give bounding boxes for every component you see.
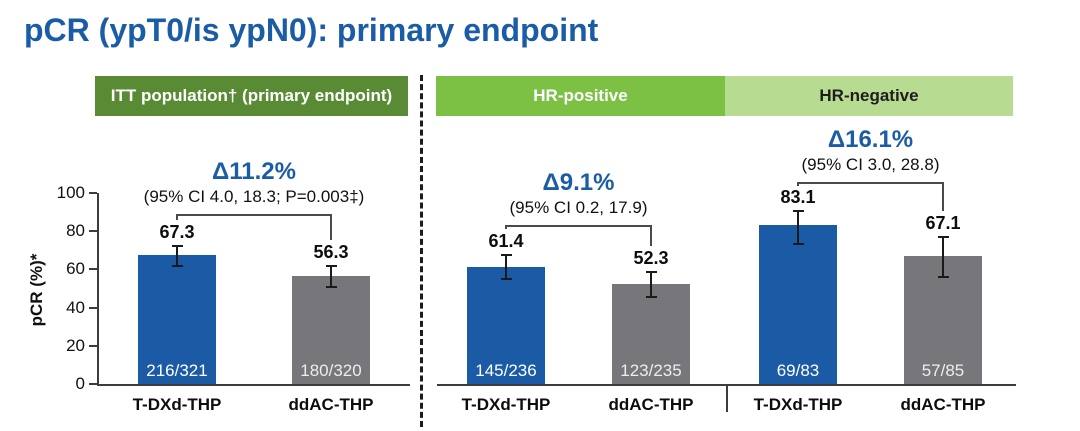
ci-label: (95% CI 0.2, 17.9): [509, 198, 648, 217]
x-axis-line-left-panel: [97, 384, 410, 386]
error-bar-cap-bottom: [937, 276, 949, 279]
error-bar-cap-bottom: [792, 242, 804, 245]
bar-count-label: 69/83: [776, 360, 820, 380]
panel-header-hr-negative: HR-negative: [725, 76, 1013, 116]
comparison-bracket-leg: [330, 214, 332, 240]
bar-ddac-thp: 57/85: [904, 255, 982, 384]
error-bar-cap-bottom: [325, 286, 337, 289]
delta-label: Δ9.1%: [542, 169, 615, 196]
panel-header-hr-negative-label: HR-negative: [819, 86, 919, 105]
bar-count-label: 145/236: [475, 360, 537, 380]
bar-value-label: 61.4: [488, 230, 524, 251]
y-axis-tick: [89, 230, 97, 233]
bar-tdxd-thp: 216/321: [138, 255, 216, 384]
comparison-bracket: [177, 214, 331, 216]
bar-value-label: 56.3: [313, 241, 349, 262]
y-axis-tick-label: 80: [66, 221, 85, 241]
comparison-bracket-leg: [176, 214, 178, 220]
bar-tdxd-thp: 69/83: [759, 225, 837, 384]
error-bar-cap-bottom: [645, 295, 657, 298]
x-axis-arm-label: T-DXd-THP: [461, 395, 551, 414]
x-axis-arm-label: ddAC-THP: [288, 395, 374, 414]
y-axis-tick: [89, 306, 97, 309]
comparison-bracket: [798, 182, 943, 184]
comparison-bracket-leg: [650, 225, 652, 246]
bar-ddac-thp: 180/320: [292, 276, 370, 384]
y-axis-tick-label: 20: [66, 335, 85, 355]
error-bar-cap-bottom: [500, 278, 512, 281]
error-bar: [176, 245, 178, 266]
y-axis-tick-label: 60: [66, 259, 85, 279]
y-axis-tick-label: 40: [66, 297, 85, 317]
error-bar: [797, 211, 799, 244]
error-bar: [650, 271, 652, 297]
delta-label: Δ16.1%: [827, 126, 914, 153]
panel-header-itt-label: ITT population† (primary endpoint): [110, 86, 393, 105]
bar-count-label: 123/235: [620, 360, 682, 380]
error-bar-cap-top: [792, 210, 804, 213]
bar-value-label: 52.3: [633, 247, 669, 268]
error-bar-cap-top: [500, 253, 512, 256]
y-axis-tick: [89, 344, 97, 347]
bar-ddac-thp: 123/235: [612, 284, 690, 384]
hr-group-divider-tick: [726, 384, 728, 412]
x-axis-arm-label: ddAC-THP: [900, 395, 986, 414]
bar-value-label: 67.3: [159, 221, 195, 242]
error-bar: [942, 237, 944, 278]
y-axis-tick-label: 0: [75, 374, 85, 393]
error-bar: [330, 265, 332, 288]
error-bar: [505, 254, 507, 280]
y-axis-tick: [89, 383, 97, 385]
y-axis-tick: [89, 268, 97, 271]
y-axis-tick-label: 100: [56, 183, 85, 202]
panel-header-hr-positive: HR-positive: [436, 76, 725, 116]
ci-label: (95% CI 4.0, 18.3; P=0.003‡): [143, 187, 365, 206]
error-bar-cap-top: [171, 244, 183, 247]
y-axis-line: [97, 193, 99, 385]
comparison-bracket-leg: [505, 225, 507, 229]
panel-header-hr-positive-label: HR-positive: [533, 86, 628, 105]
bar-count-label: 180/320: [300, 360, 362, 380]
bar-count-label: 216/321: [146, 360, 208, 380]
bar-value-label: 83.1: [780, 187, 816, 208]
slide-title: pCR (ypT0/is ypN0): primary endpoint: [24, 12, 599, 48]
panel-header-itt: ITT population† (primary endpoint): [95, 76, 408, 116]
comparison-bracket-leg: [797, 182, 799, 186]
error-bar-cap-top: [645, 270, 657, 273]
x-axis-arm-label: ddAC-THP: [608, 395, 694, 414]
ci-label: (95% CI 3.0, 28.8): [801, 155, 940, 174]
error-bar-cap-top: [937, 236, 949, 239]
bar-value-label: 67.1: [925, 213, 961, 234]
bar-count-label: 57/85: [921, 360, 965, 380]
comparison-bracket: [506, 225, 651, 227]
error-bar-cap-bottom: [171, 264, 183, 267]
delta-label: Δ11.2%: [212, 158, 296, 185]
panel-divider-dashed-line: [420, 75, 423, 427]
x-axis-arm-label: T-DXd-THP: [132, 395, 222, 414]
comparison-bracket-leg: [942, 182, 944, 212]
x-axis-arm-label: T-DXd-THP: [753, 395, 843, 414]
y-axis-tick: [89, 192, 97, 194]
bar-tdxd-thp: 145/236: [467, 266, 545, 384]
error-bar-cap-top: [325, 264, 337, 267]
